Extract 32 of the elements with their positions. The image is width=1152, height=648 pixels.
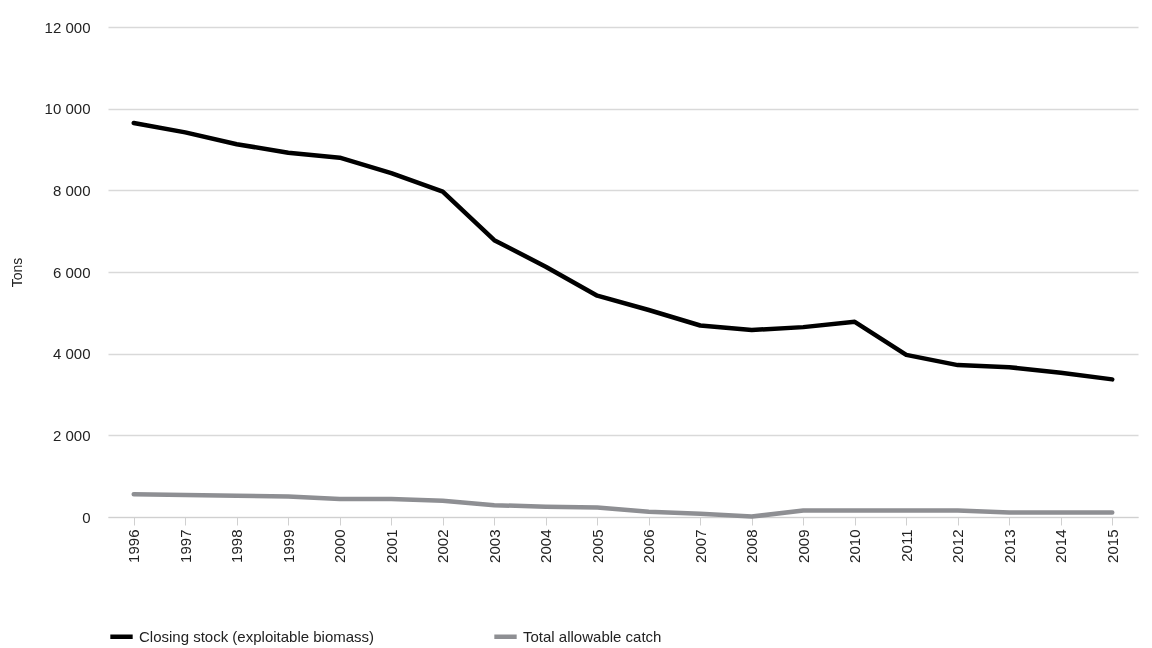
y-tick-label: 2 000 — [52, 426, 91, 444]
x-tick-label: 1998 — [228, 529, 246, 563]
x-tick-label: 2013 — [1000, 529, 1018, 563]
x-tick-label: 2008 — [743, 529, 761, 563]
y-tick-label: 0 — [82, 508, 91, 526]
x-tick-label: 2001 — [382, 529, 400, 563]
x-tick-label: 2007 — [691, 529, 709, 563]
x-tick-label: 2000 — [331, 529, 349, 563]
x-tick-label: 2005 — [588, 529, 606, 563]
legend-label: Total allowable catch — [523, 627, 662, 645]
y-tick-label: 10 000 — [44, 100, 91, 118]
x-tick-label: 2006 — [640, 529, 658, 563]
x-tick-label: 2010 — [846, 529, 864, 563]
x-tick-label: 2012 — [949, 529, 967, 563]
x-tick-label: 2002 — [434, 529, 452, 563]
y-tick-label: 12 000 — [44, 18, 91, 36]
x-tick-label: 1996 — [125, 529, 143, 563]
x-tick-label: 1997 — [176, 529, 194, 563]
x-tick-label: 2003 — [485, 529, 503, 563]
y-tick-label: 8 000 — [52, 181, 91, 199]
y-tick-label: 4 000 — [52, 345, 91, 363]
x-tick-label: 2009 — [794, 529, 812, 563]
line-series — [131, 491, 1115, 519]
line-series — [131, 120, 1115, 382]
legend-label: Closing stock (exploitable biomass) — [139, 627, 375, 645]
x-tick-label: 1999 — [279, 529, 297, 563]
y-axis-title: Tons — [8, 257, 25, 288]
x-tick-label: 2004 — [537, 529, 555, 563]
x-tick-label: 2014 — [1052, 529, 1070, 563]
x-tick-label: 2015 — [1103, 529, 1121, 563]
x-tick-label: 2011 — [897, 529, 915, 562]
y-tick-label: 6 000 — [52, 263, 91, 281]
